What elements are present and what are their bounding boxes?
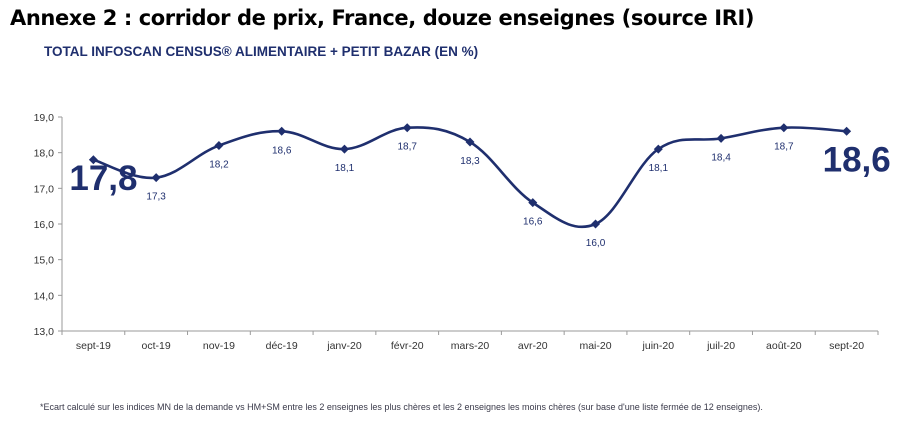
footnote: *Ecart calculé sur les indices MN de la …: [40, 402, 763, 412]
data-label: 18,2: [209, 160, 229, 171]
y-tick-label: 14,0: [34, 290, 55, 302]
x-tick-label: janv-20: [326, 340, 362, 352]
y-tick-label: 16,0: [34, 219, 55, 231]
x-tick-label: mars-20: [451, 340, 490, 352]
data-point-marker: [591, 219, 601, 229]
x-tick-label: juin-20: [642, 340, 675, 352]
data-label: 16,6: [523, 217, 543, 228]
x-tick-label: sept-20: [829, 340, 864, 352]
chart-subtitle: TOTAL INFOSCAN CENSUS® ALIMENTAIRE + PET…: [44, 44, 479, 59]
data-label: 18,7: [774, 142, 794, 153]
y-tick-label: 19,0: [34, 112, 55, 124]
data-labels: 17,8 17,3 18,2 18,6 18,1 18,7 18,3 16,6 16,0 18,1…: [69, 140, 890, 249]
y-tick-label: 15,0: [34, 255, 55, 267]
data-label: 18,1: [649, 163, 669, 174]
x-axis-ticks: sept-19 oct-19 nov-19 déc-19 janv-20 févr-20 m…: [61, 331, 879, 352]
data-label-last: 18,6: [823, 140, 891, 179]
data-label: 18,4: [711, 152, 731, 163]
data-label: 18,6: [272, 145, 292, 156]
data-point-marker: [653, 144, 663, 154]
data-point-marker: [528, 198, 538, 208]
data-label: 18,3: [460, 156, 480, 167]
data-label: 18,1: [335, 163, 355, 174]
y-tick-label: 17,0: [34, 183, 55, 195]
data-point-marker: [842, 126, 852, 136]
x-tick-label: août-20: [766, 340, 802, 352]
data-point-marker: [716, 133, 726, 143]
y-tick-label: 13,0: [34, 326, 55, 338]
data-point-marker: [339, 144, 349, 154]
x-tick-label: nov-19: [203, 340, 235, 352]
x-tick-label: mai-20: [579, 340, 611, 352]
x-tick-label: févr-20: [391, 340, 424, 352]
x-tick-label: déc-19: [266, 340, 298, 352]
data-point-marker: [779, 123, 789, 133]
page-title: Annexe 2 : corridor de prix, France, dou…: [10, 6, 755, 30]
data-label: 18,7: [397, 142, 417, 153]
x-tick-label: oct-19: [142, 340, 171, 352]
data-label-first: 17,8: [69, 159, 137, 198]
x-tick-label: sept-19: [76, 340, 111, 352]
data-point-marker: [465, 137, 475, 147]
data-point-marker: [214, 141, 224, 151]
data-label: 16,0: [586, 238, 606, 249]
y-axis-ticks: 13,0 14,0 15,0 16,0 17,0 18,0 19,0: [34, 112, 62, 338]
data-point-marker: [402, 123, 412, 133]
data-point-marker: [151, 173, 161, 183]
line-chart: 13,0 14,0 15,0 16,0 17,0 18,0 19,0 sept-19 oct-…: [34, 112, 891, 352]
x-tick-label: avr-20: [518, 340, 548, 352]
data-point-marker: [277, 126, 287, 136]
y-tick-label: 18,0: [34, 148, 55, 160]
data-point-marker: [88, 155, 98, 165]
data-markers: [88, 123, 852, 229]
data-label: 17,3: [146, 192, 166, 203]
x-tick-label: juil-20: [706, 340, 735, 352]
